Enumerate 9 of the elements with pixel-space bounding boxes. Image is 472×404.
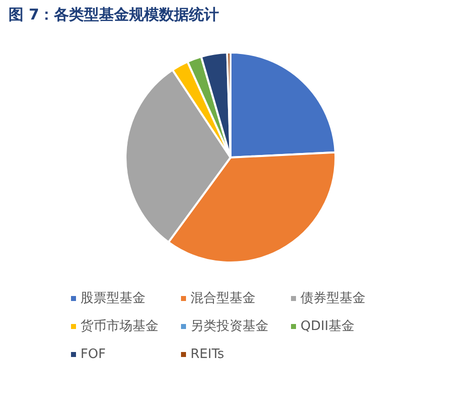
legend-label: REITs bbox=[190, 347, 224, 362]
chart-title: 图 7：各类型基金规模数据统计 bbox=[8, 6, 220, 24]
legend-label: FOF bbox=[80, 347, 106, 362]
legend-label: QDII基金 bbox=[300, 319, 354, 334]
legend-label: 另类投资基金 bbox=[190, 319, 268, 334]
legend-label: 货币市场基金 bbox=[80, 319, 158, 334]
legend-label: 债券型基金 bbox=[300, 291, 366, 306]
legend-label: 混合型基金 bbox=[190, 291, 256, 306]
legend-label: 股票型基金 bbox=[80, 291, 146, 306]
